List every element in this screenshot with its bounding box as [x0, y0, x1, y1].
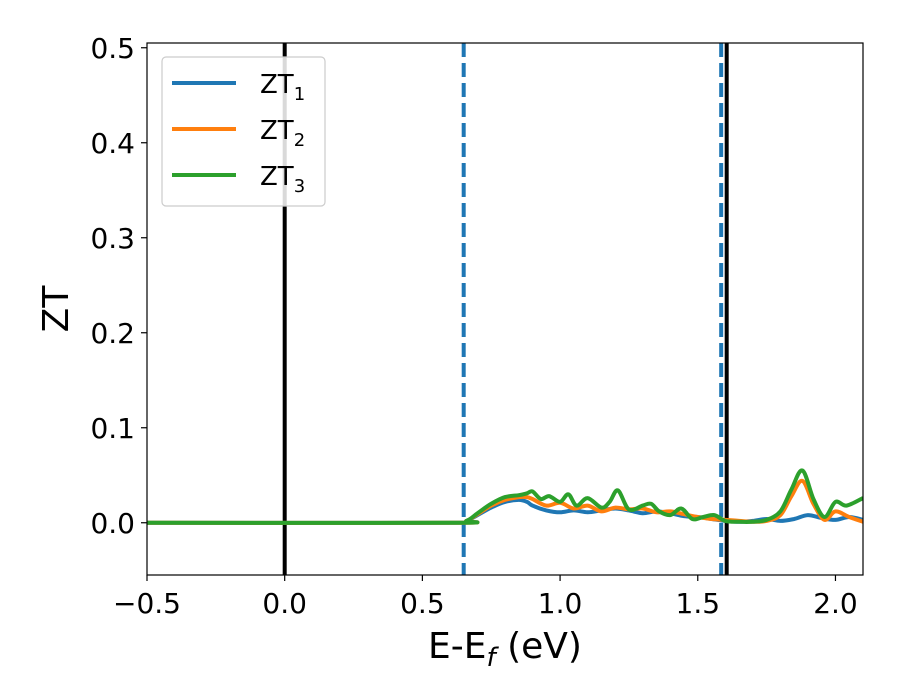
y-tick-label: 0.5 [90, 32, 135, 65]
x-tick-label: 2.0 [813, 587, 858, 620]
x-tick-label: 1.0 [538, 587, 583, 620]
x-axis-label-unit: (eV) [496, 626, 582, 667]
y-tick-label: 0.4 [90, 127, 135, 160]
x-axis-ticks: −0.5 0.0 0.5 1.0 1.5 2.0 [113, 575, 858, 620]
y-tick-label: 0.3 [90, 222, 135, 255]
x-axis-label: E-Ef (eV) [428, 626, 582, 673]
y-axis-ticks: 0.0 0.1 0.2 0.3 0.4 0.5 [90, 32, 147, 540]
series-line-1 [147, 497, 863, 525]
legend-label-2: ZT2 [260, 116, 305, 151]
y-tick-label: 0.0 [90, 507, 135, 540]
legend-box [161, 56, 326, 207]
x-tick-label: 1.5 [676, 587, 721, 620]
vertical-reference-lines [282, 43, 729, 575]
legend: ZT1 ZT2 ZT3 [161, 56, 326, 207]
series-line-3 [147, 468, 863, 525]
x-tick-label: 0.0 [262, 587, 307, 620]
legend-label-3: ZT3 [260, 162, 305, 197]
series-lines [147, 468, 863, 525]
y-tick-label: 0.1 [90, 412, 135, 445]
x-tick-label: −0.5 [113, 587, 181, 620]
series-line-2 [147, 478, 863, 525]
x-tick-label: 0.5 [400, 587, 445, 620]
x-axis-label-main: E-E [428, 626, 486, 667]
y-axis-label: ZT [36, 285, 77, 333]
legend-label-1: ZT1 [260, 70, 305, 105]
plot-frame [146, 42, 864, 576]
y-tick-label: 0.2 [90, 317, 135, 350]
